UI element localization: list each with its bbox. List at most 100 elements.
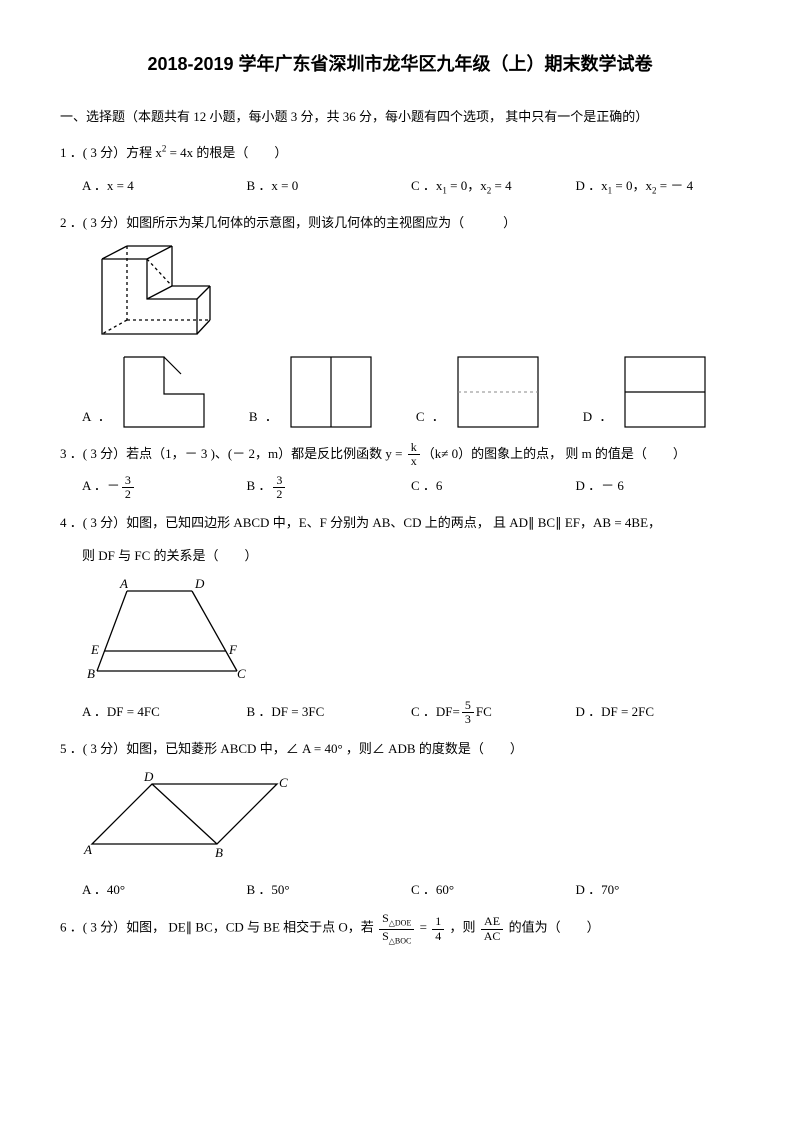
question-4: 4 ．( 3 分）如图，已知四边形 ABCD 中，E、F 分别为 AB、CD 上… — [60, 509, 740, 726]
q2-opt-d: D ． — [583, 352, 711, 432]
q3a-frac: 32 — [122, 474, 134, 501]
q3-opt-b: B ．32 — [247, 472, 412, 501]
lbl-C: C — [237, 666, 246, 681]
q6-r1: 1 — [432, 915, 444, 929]
question-1: 1 ．( 3 分）方程 x2 = 4x 的根是（ ） A ．x = 4 B ．x… — [60, 139, 740, 201]
q4c-d: 3 — [462, 713, 474, 726]
q4-opt-a: A ．DF = 4FC — [82, 698, 247, 727]
q6-s1: 6 ．( 3 分）如图， DE∥ BC，CD 与 BE 相交于点 O，若 — [60, 920, 374, 935]
q3a-pre: A ．－ — [82, 478, 120, 493]
q2b-figure — [286, 352, 376, 432]
solid-3d-icon — [82, 244, 212, 344]
lbl-F: F — [228, 642, 238, 657]
lbl-B: B — [87, 666, 95, 681]
q6-sn1: S — [382, 911, 389, 925]
lbl-E: E — [90, 642, 99, 657]
q1-part1: 1 ．( 3 分）方程 x — [60, 145, 162, 160]
q4c-pre: C ． — [411, 704, 436, 719]
q1-options: A ．x = 4 B ．x = 0 C ．x1 = 0，x2 = 4 D ．x1… — [82, 172, 740, 201]
q2c-figure — [453, 352, 543, 432]
q6-sb1: △DOE — [389, 919, 412, 928]
q3b-frac: 32 — [273, 474, 285, 501]
q1-part2: = 4x 的根是（ ） — [166, 145, 287, 160]
q3b-pre: B ． — [247, 478, 272, 493]
q6-stem: 6 ．( 3 分）如图， DE∥ BC，CD 与 BE 相交于点 O，若 S△D… — [60, 912, 740, 945]
q1d-post: = － 4 — [656, 178, 693, 193]
q5-opt-a: A ．40° — [82, 876, 247, 905]
q3b-d: 2 — [273, 488, 285, 501]
q6-sb2: △BOC — [389, 936, 412, 945]
q6-aen: AE — [481, 915, 504, 929]
q1c-post: = 4 — [491, 178, 511, 193]
q5-opt-d: D ．70° — [576, 876, 741, 905]
q5-opt-c: C ．60° — [411, 876, 576, 905]
q4c-eq: DF= — [436, 704, 460, 719]
q6-eq: = — [420, 920, 427, 935]
question-5: 5 ．( 3 分）如图，已知菱形 ABCD 中，∠ A = 40° ，则∠ AD… — [60, 735, 740, 905]
q2a-figure — [119, 352, 209, 432]
trapezoid-figure: A D E F B C — [82, 576, 252, 681]
q5-lbl-A: A — [83, 842, 92, 857]
q3a-n: 3 — [122, 474, 134, 488]
q6-frac3: AEAC — [481, 915, 504, 942]
q3-s1: 3 ．( 3 分）若点（1，－ 3 )、(－ 2，m）都是反比例函数 y = — [60, 446, 406, 461]
q6-frac1: S△DOE S△BOC — [379, 912, 414, 945]
q4-figure: A D E F B C — [82, 576, 740, 692]
q5-lbl-C: C — [279, 775, 288, 790]
q6-frac2: 14 — [432, 915, 444, 942]
q5-opt-b: B ．50° — [247, 876, 412, 905]
q1-opt-d: D ．x1 = 0，x2 = － 4 — [576, 172, 741, 201]
q3-stem: 3 ．( 3 分）若点（1，－ 3 )、(－ 2，m）都是反比例函数 y = k… — [60, 440, 740, 469]
q4-opt-b: B ．DF = 3FC — [247, 698, 412, 727]
q3b-n: 3 — [273, 474, 285, 488]
q1-stem: 1 ．( 3 分）方程 x2 = 4x 的根是（ ） — [60, 139, 740, 168]
q2d-label: D ． — [583, 403, 615, 432]
q4c-post: FC — [476, 704, 492, 719]
question-6: 6 ．( 3 分）如图， DE∥ BC，CD 与 BE 相交于点 O，若 S△D… — [60, 912, 740, 945]
rhombus-figure: A B C D — [82, 769, 292, 859]
q2-opt-c: C ． — [416, 352, 543, 432]
q5-stem: 5 ．( 3 分）如图，已知菱形 ABCD 中，∠ A = 40° ，则∠ AD… — [60, 735, 740, 764]
q5-figure: A B C D — [82, 769, 740, 870]
q3-fd: x — [408, 455, 420, 468]
q6-f1n: S△DOE — [379, 912, 414, 929]
q1d-mid: = 0，x — [612, 178, 652, 193]
q4-opt-c: C ．DF=53FC — [411, 698, 576, 727]
q6-sn2: S — [382, 929, 389, 943]
q4c-n: 5 — [462, 699, 474, 713]
q6-s3: 的值为（ ） — [509, 920, 600, 935]
lbl-D: D — [194, 576, 205, 591]
q4-stem2: 则 DF 与 FC 的关系是（ ） — [82, 542, 740, 571]
q3-s2: （k≠ 0）的图象上的点， 则 m 的值是（ ） — [422, 446, 686, 461]
q4-opt-d: D ．DF = 2FC — [576, 698, 741, 727]
q1d-pre: D ．x — [576, 178, 608, 193]
q3-opt-d: D ．－ 6 — [576, 472, 741, 501]
q5-options: A ．40° B ．50° C ．60° D ．70° — [82, 876, 740, 905]
lbl-A: A — [119, 576, 128, 591]
q3-frac: kx — [408, 441, 420, 468]
q2d-figure — [620, 352, 710, 432]
q3-options: A ．－32 B ．32 C ．6 D ．－ 6 — [82, 472, 740, 501]
q2-solid-figure — [82, 244, 740, 344]
q1c-mid: = 0，x — [447, 178, 487, 193]
q4c-frac: 53 — [462, 699, 474, 726]
q5-lbl-D: D — [143, 769, 154, 784]
q2b-label: B ． — [249, 403, 280, 432]
q2-opt-b: B ． — [249, 352, 376, 432]
q1-opt-a: A ．x = 4 — [82, 172, 247, 201]
q2-stem: 2 ．( 3 分）如图所示为某几何体的示意图，则该几何体的主视图应为（ ） — [60, 209, 740, 238]
question-3: 3 ．( 3 分）若点（1，－ 3 )、(－ 2，m）都是反比例函数 y = k… — [60, 440, 740, 501]
page-title: 2018-2019 学年广东省深圳市龙华区九年级（上）期末数学试卷 — [60, 45, 740, 85]
q2-opt-a: A ． — [82, 352, 209, 432]
section-1-header: 一、选择题（本题共有 12 小题，每小题 3 分，共 36 分，每小题有四个选项… — [60, 103, 740, 132]
q6-s2: ，则 — [449, 920, 475, 935]
q2c-label: C ． — [416, 403, 447, 432]
q5-lbl-B: B — [215, 845, 223, 859]
q4-stem: 4 ．( 3 分）如图，已知四边形 ABCD 中，E、F 分别为 AB、CD 上… — [60, 509, 740, 538]
q3a-d: 2 — [122, 488, 134, 501]
q6-f1d: S△BOC — [379, 930, 414, 946]
q4-options: A ．DF = 4FC B ．DF = 3FC C ．DF=53FC D ．DF… — [82, 698, 740, 727]
q2a-label: A ． — [82, 403, 113, 432]
question-2: 2 ．( 3 分）如图所示为某几何体的示意图，则该几何体的主视图应为（ ） — [60, 209, 740, 432]
q6-aed: AC — [481, 930, 504, 943]
